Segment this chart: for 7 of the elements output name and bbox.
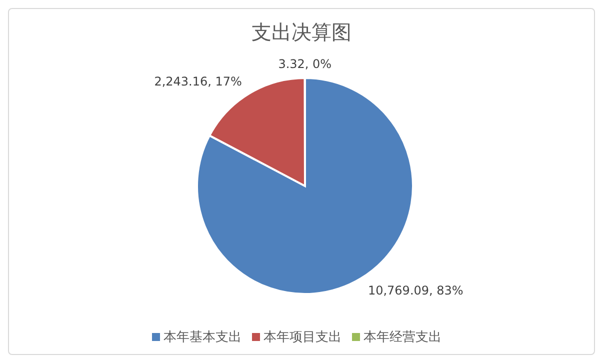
legend-label: 本年经营支出 xyxy=(364,330,442,345)
legend-label: 本年项目支出 xyxy=(264,330,342,345)
data-label: 2,243.16, 17% xyxy=(154,74,242,89)
chart-title: 支出决算图 xyxy=(250,19,352,46)
data-label: 10,769.09, 83% xyxy=(368,284,464,298)
data-label: 3.32, 0% xyxy=(278,57,332,71)
legend-label: 本年基本支出 xyxy=(164,330,242,345)
